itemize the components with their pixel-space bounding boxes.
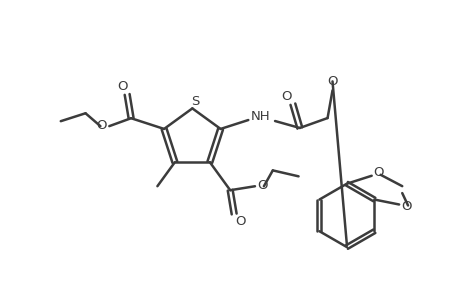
Text: O: O bbox=[373, 166, 383, 179]
Text: O: O bbox=[117, 80, 127, 93]
Text: O: O bbox=[400, 200, 410, 213]
Text: O: O bbox=[235, 215, 245, 228]
Text: O: O bbox=[281, 90, 291, 103]
Text: O: O bbox=[257, 179, 268, 192]
Text: O: O bbox=[96, 118, 106, 132]
Text: S: S bbox=[191, 95, 199, 108]
Text: NH: NH bbox=[250, 110, 269, 123]
Text: O: O bbox=[326, 75, 337, 88]
